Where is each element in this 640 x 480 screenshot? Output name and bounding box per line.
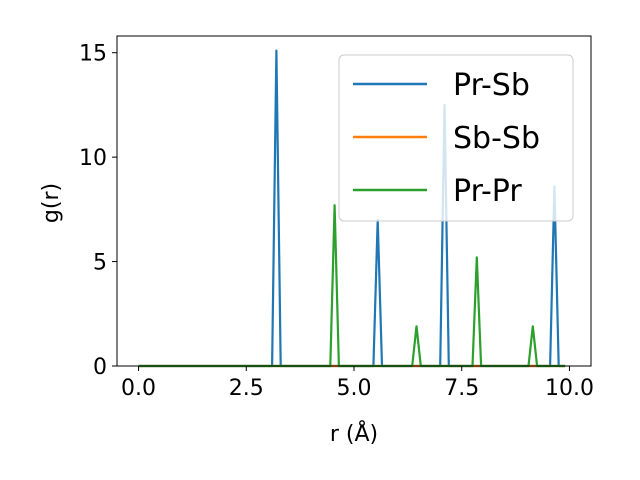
legend: Pr-Sb Sb-Sb Pr-Pr bbox=[338, 54, 574, 222]
y-tick-label: 15 bbox=[79, 42, 107, 67]
x-axis-label: r (Å) bbox=[330, 420, 378, 447]
x-tick-label: 0.0 bbox=[121, 376, 156, 401]
legend-label: Sb-Sb bbox=[453, 121, 540, 156]
x-tick-label: 10.0 bbox=[545, 376, 594, 401]
y-tick-label: 10 bbox=[79, 146, 107, 171]
x-tick-label: 2.5 bbox=[229, 376, 264, 401]
legend-label: Pr-Sb bbox=[453, 68, 530, 103]
x-tick-label: 5.0 bbox=[337, 376, 372, 401]
x-axis-ticks: 0.0 2.5 5.0 7.5 10.0 bbox=[121, 366, 594, 401]
y-axis-label: g(r) bbox=[39, 183, 64, 223]
series-line-pr-pr bbox=[138, 204, 566, 368]
y-tick-label: 0 bbox=[93, 355, 107, 380]
legend-label: Pr-Pr bbox=[453, 174, 522, 209]
y-tick-label: 5 bbox=[93, 251, 107, 276]
x-tick-label: 7.5 bbox=[444, 376, 479, 401]
y-axis-ticks: 0 5 10 15 bbox=[79, 42, 117, 380]
legend-box bbox=[338, 54, 574, 222]
